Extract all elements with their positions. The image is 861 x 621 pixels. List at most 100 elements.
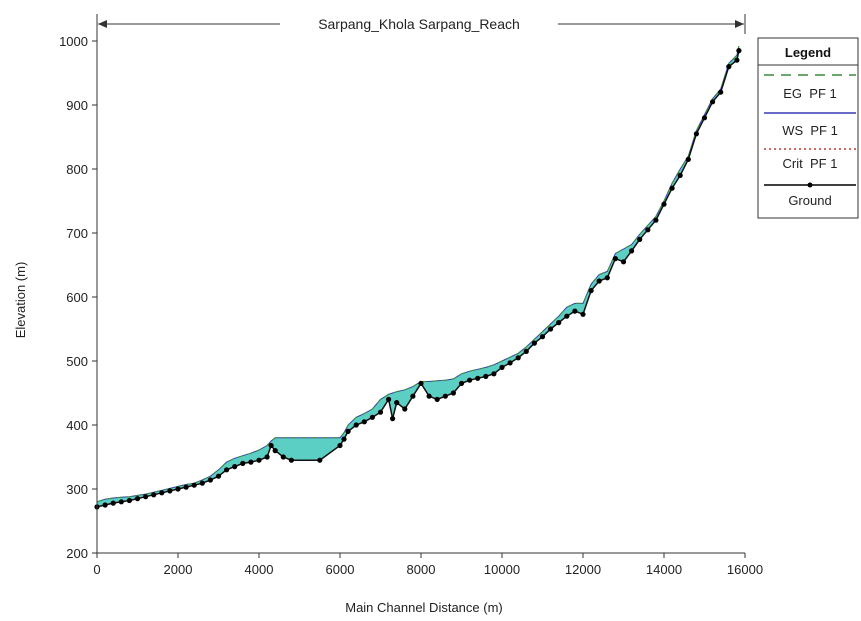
ground-point xyxy=(337,442,343,449)
ground-point xyxy=(661,201,667,207)
ground-point xyxy=(499,364,505,370)
ground-point xyxy=(467,377,473,383)
ground-point xyxy=(588,288,594,294)
ground-point xyxy=(685,156,691,162)
x-tick-label: 0 xyxy=(93,562,100,577)
ground-point xyxy=(669,185,675,191)
ground-point xyxy=(426,393,432,399)
ground-point xyxy=(394,400,400,406)
x-tick-label: 6000 xyxy=(326,562,355,577)
legend-title: Legend xyxy=(785,45,831,60)
ground-point xyxy=(143,494,149,500)
ground-point xyxy=(572,308,578,314)
ground-point xyxy=(442,393,448,399)
ground-point xyxy=(280,454,286,460)
legend-label-ws: WS PF 1 xyxy=(782,123,838,138)
x-tick-label: 10000 xyxy=(484,562,520,577)
legend-label-eg: EG PF 1 xyxy=(783,86,836,101)
ground-point xyxy=(248,459,254,465)
y-tick-label: 1000 xyxy=(59,34,88,49)
eg-series-line xyxy=(96,45,740,503)
legend-ground-marker xyxy=(807,182,813,188)
ground-point xyxy=(240,460,246,466)
ground-point xyxy=(718,89,724,95)
ground-point xyxy=(491,371,497,377)
ground-point xyxy=(102,502,108,508)
ground-point xyxy=(556,320,562,326)
ws-series-line xyxy=(96,45,740,503)
ground-point xyxy=(369,414,375,420)
ground-point xyxy=(353,422,359,428)
legend-box xyxy=(757,37,859,219)
ground-point xyxy=(183,484,189,490)
ground-point xyxy=(199,480,205,486)
y-tick-label: 900 xyxy=(66,98,88,113)
ground-point xyxy=(507,360,513,366)
ground-point xyxy=(580,311,586,317)
ground-point xyxy=(264,454,270,460)
y-tick-label: 500 xyxy=(66,354,88,369)
legend-label-ground: Ground xyxy=(788,193,831,208)
y-tick-label: 600 xyxy=(66,290,88,305)
ground-point xyxy=(410,393,416,399)
ground-point xyxy=(126,497,132,504)
ground-point xyxy=(637,236,643,242)
ground-point xyxy=(191,482,197,488)
y-tick-label: 800 xyxy=(66,162,88,177)
y-axis-title: Elevation (m) xyxy=(13,262,28,339)
ground-point xyxy=(272,448,278,454)
ground-point xyxy=(726,64,732,70)
water-fill-area xyxy=(97,46,739,507)
ground-point xyxy=(256,457,262,463)
x-tick-label: 16000 xyxy=(727,562,763,577)
ground-point xyxy=(361,419,367,425)
ground-point xyxy=(523,348,529,354)
ground-point xyxy=(483,373,489,379)
chart-title: Sarpang_Khola Sarpang_Reach xyxy=(318,16,520,32)
plot-lines xyxy=(96,45,740,508)
ground-point xyxy=(645,227,651,233)
y-tick-label: 400 xyxy=(66,418,88,433)
ground-point xyxy=(175,486,181,492)
ground-point xyxy=(629,248,635,254)
x-tick-label: 8000 xyxy=(407,562,436,577)
ground-point xyxy=(693,131,700,137)
ground-point xyxy=(653,217,659,223)
ground-point xyxy=(288,457,294,463)
axes xyxy=(92,40,746,558)
x-axis-title: Main Channel Distance (m) xyxy=(345,600,503,615)
y-tick-label: 200 xyxy=(66,546,88,561)
ground-point xyxy=(134,496,141,502)
ground-markers xyxy=(94,48,742,510)
ground-point xyxy=(531,340,538,346)
reach-annotation: Sarpang_Khola Sarpang_Reach xyxy=(96,14,746,34)
ground-point xyxy=(539,334,546,340)
ground-point xyxy=(701,115,708,121)
ground-point xyxy=(734,57,740,63)
legend-label-crit: Crit PF 1 xyxy=(783,156,838,171)
ground-series-line xyxy=(96,50,740,508)
ground-point xyxy=(390,416,396,422)
ground-point xyxy=(207,477,213,483)
y-tick-label: 300 xyxy=(66,482,88,497)
ground-point xyxy=(402,406,408,412)
ground-point xyxy=(736,48,742,54)
ground-point xyxy=(475,375,481,381)
ground-point xyxy=(268,442,274,449)
ground-point xyxy=(110,500,116,506)
ground-point xyxy=(341,436,347,442)
ground-point xyxy=(118,499,124,505)
x-tick-label: 12000 xyxy=(565,562,601,577)
tick-labels: 0 2000 4000 6000 8000 10000 12000 14000 16000 200… xyxy=(59,34,763,577)
ground-point xyxy=(386,396,392,402)
reach-arrowhead-right xyxy=(735,20,744,28)
x-tick-label: 4000 xyxy=(245,562,274,577)
ground-point xyxy=(215,473,222,479)
ground-point xyxy=(564,313,570,319)
x-tick-label: 2000 xyxy=(164,562,193,577)
ground-point xyxy=(232,464,238,470)
ground-point xyxy=(612,256,619,262)
ground-point xyxy=(377,409,384,415)
ground-point xyxy=(620,259,627,265)
ground-point xyxy=(710,99,716,105)
